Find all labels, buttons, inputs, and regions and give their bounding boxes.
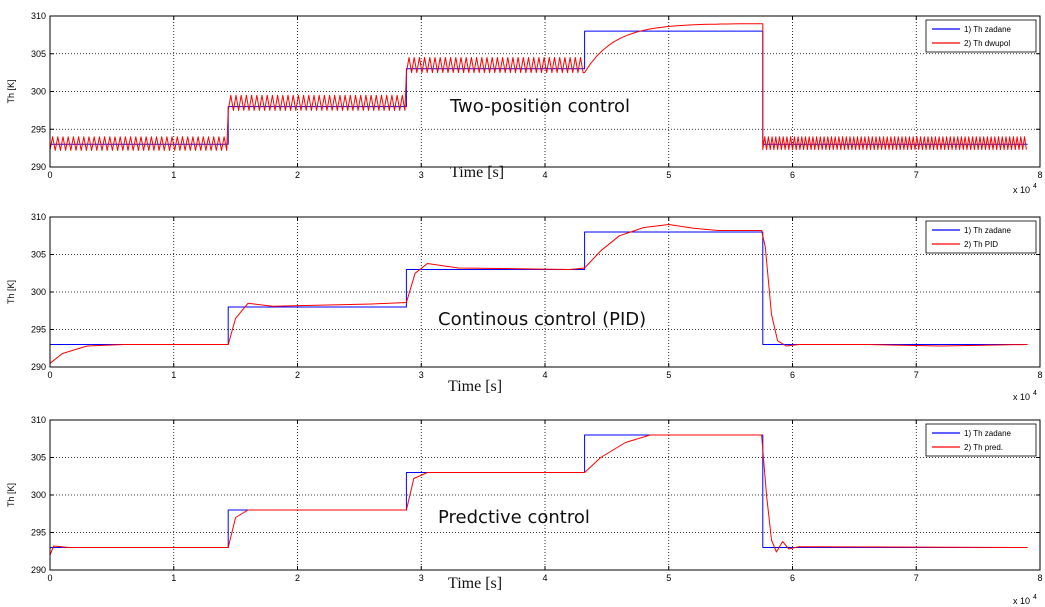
control-type-annotation: Two-position control xyxy=(449,96,630,117)
series-line xyxy=(50,23,1027,151)
y-tick-label: 295 xyxy=(31,124,46,134)
control-type-annotation: Predctive control xyxy=(438,507,590,528)
x-tick-label: 5 xyxy=(666,170,671,180)
legend-label: 2) Th PID xyxy=(964,240,998,249)
x-axis-label: Time [s] xyxy=(448,575,502,592)
x-tick-label: 2 xyxy=(295,573,300,583)
x-tick-label: 6 xyxy=(790,170,795,180)
control-type-annotation: Continous control (PID) xyxy=(438,309,646,330)
chart-panel-1: 0 1 2 3 4 5 6 7 8 290 295 300 305 310 Th [K] 1) Th zada… xyxy=(6,11,1043,195)
y-axis-label: Th [K] xyxy=(6,483,16,507)
x-tick-label: 1 xyxy=(171,170,176,180)
y-tick-label: 290 xyxy=(31,565,46,575)
x-tick-label: 3 xyxy=(419,370,424,380)
y-tick-label: 300 xyxy=(31,490,46,500)
y-tick-label: 310 xyxy=(31,415,46,425)
y-axis-label: Th [K] xyxy=(6,280,16,304)
x-tick-label: 7 xyxy=(914,170,919,180)
x-tick-label: 0 xyxy=(47,573,52,583)
x-tick-label: 8 xyxy=(1037,170,1042,180)
legend-box xyxy=(925,19,1037,53)
series-group xyxy=(50,434,1028,556)
x-tick-label: 2 xyxy=(295,370,300,380)
x-tick-label: 4 xyxy=(542,170,547,180)
x-tick-label: 6 xyxy=(790,573,795,583)
x-tick-label: 0 xyxy=(47,370,52,380)
y-tick-label: 310 xyxy=(31,212,46,222)
x-exponent-power: 4 xyxy=(1033,594,1037,601)
series-line xyxy=(50,231,1028,345)
y-tick-label: 295 xyxy=(31,325,46,335)
series-group xyxy=(50,224,1028,364)
y-tick-label: 295 xyxy=(31,528,46,538)
x-tick-label: 4 xyxy=(542,573,547,583)
legend-label: 1) Th zadane xyxy=(964,25,1012,34)
x-tick-label: 7 xyxy=(914,370,919,380)
series-group xyxy=(50,23,1028,151)
legend-box xyxy=(925,220,1037,254)
x-tick-label: 8 xyxy=(1037,573,1042,583)
chart-panel-2: 0 1 2 3 4 5 6 7 8 290 295 300 305 310 Th [K] 1) Th zada… xyxy=(6,212,1043,402)
y-tick-label: 305 xyxy=(31,49,46,59)
axes-frame xyxy=(49,419,1041,571)
x-tick-label: 2 xyxy=(295,170,300,180)
legend-label: 2) Th dwupol xyxy=(964,39,1010,48)
x-tick-label: 8 xyxy=(1037,370,1042,380)
x-exponent-label: x 10 xyxy=(1013,392,1030,402)
legend-label: 1) Th zadane xyxy=(964,226,1012,235)
y-tick-label: 305 xyxy=(31,453,46,463)
x-tick-label: 7 xyxy=(914,573,919,583)
y-tick-label: 300 xyxy=(31,87,46,97)
legend: 1) Th zadane 2) Th dwupol xyxy=(925,19,1037,53)
legend-label: 2) Th pred. xyxy=(964,443,1003,452)
x-exponent-label: x 10 xyxy=(1013,596,1030,606)
x-tick-label: 5 xyxy=(666,573,671,583)
legend-label: 1) Th zadane xyxy=(964,429,1012,438)
y-tick-label: 290 xyxy=(31,362,46,372)
y-tick-label: 310 xyxy=(31,11,46,21)
x-axis-label: Time [s] xyxy=(448,378,502,395)
x-exponent-power: 4 xyxy=(1033,183,1037,190)
x-tick-label: 0 xyxy=(47,170,52,180)
axes-frame xyxy=(49,15,1041,168)
legend-box xyxy=(925,423,1037,457)
x-tick-label: 1 xyxy=(171,573,176,583)
legend: 1) Th zadane 2) Th pred. xyxy=(925,423,1037,457)
y-tick-label: 290 xyxy=(31,162,46,172)
chart-panel-3: 0 1 2 3 4 5 6 7 8 290 295 300 305 310 Th [K] 1) Th zada… xyxy=(6,415,1043,606)
y-tick-label: 300 xyxy=(31,287,46,297)
legend: 1) Th zadane 2) Th PID xyxy=(925,220,1037,254)
x-tick-label: 1 xyxy=(171,370,176,380)
x-exponent-power: 4 xyxy=(1033,390,1037,397)
series-line xyxy=(50,224,1028,364)
x-tick-label: 3 xyxy=(419,573,424,583)
x-axis-label: Time [s] xyxy=(450,164,504,181)
y-tick-label: 305 xyxy=(31,250,46,260)
series-line xyxy=(50,434,1028,556)
x-tick-label: 6 xyxy=(790,370,795,380)
x-exponent-label: x 10 xyxy=(1013,185,1030,195)
axes-frame xyxy=(49,216,1041,368)
x-tick-label: 3 xyxy=(419,170,424,180)
y-axis-label: Th [K] xyxy=(6,79,16,103)
x-tick-label: 5 xyxy=(666,370,671,380)
x-tick-label: 4 xyxy=(542,370,547,380)
